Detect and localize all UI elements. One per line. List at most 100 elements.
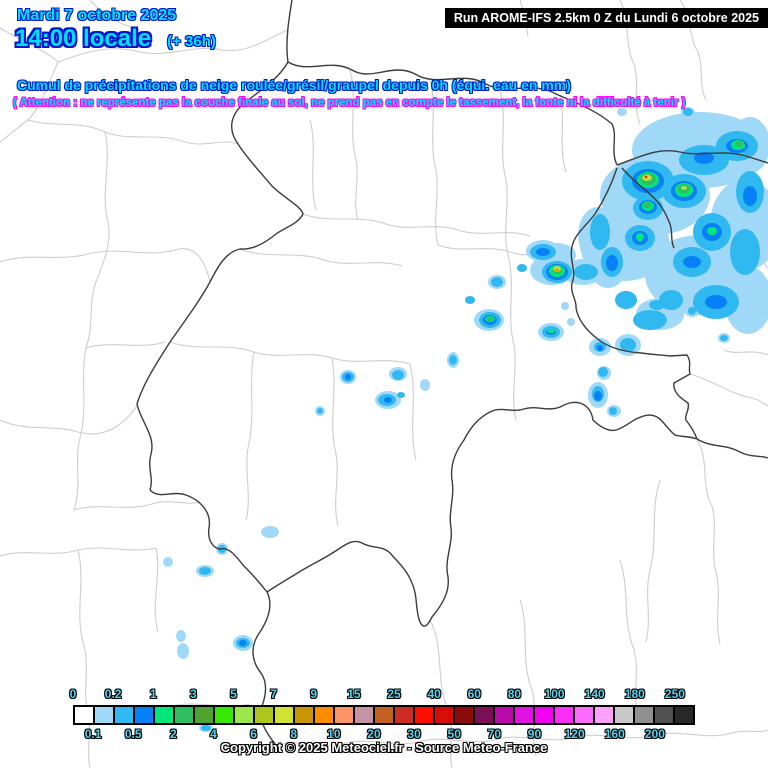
precip-blob-mint xyxy=(547,329,555,333)
precip-blob-cyan xyxy=(465,296,475,304)
precip-blob-pale xyxy=(163,557,173,567)
precip-blob-blue xyxy=(345,374,351,380)
precip-blob-cyan xyxy=(649,300,665,310)
precip-blob-cyan xyxy=(449,355,457,365)
legend-value-0: 0 xyxy=(69,687,77,701)
legend-cell-120 xyxy=(575,707,595,723)
legend-cell-8 xyxy=(295,707,315,723)
precip-blob-pale xyxy=(261,526,279,538)
precip-blob-cyan xyxy=(199,567,211,575)
legend-cell-25 xyxy=(395,707,415,723)
legend-cell-0.2 xyxy=(115,707,135,723)
legend-cell-0.5 xyxy=(135,707,155,723)
legend-value-250: 250 xyxy=(664,687,685,701)
legend-value-180: 180 xyxy=(624,687,645,701)
precip-blob-pale xyxy=(561,302,569,310)
legend-value-10: 10 xyxy=(327,727,341,741)
legend-cell-90 xyxy=(535,707,555,723)
legend-cell-1 xyxy=(155,707,175,723)
legend-value-0.2: 0.2 xyxy=(104,687,122,701)
legend-cell-100 xyxy=(555,707,575,723)
legend-cell-30 xyxy=(415,707,435,723)
precip-blob-blue xyxy=(694,152,714,164)
legend-value-20: 20 xyxy=(367,727,381,741)
model-run-info: Run AROME-IFS 2.5km 0 Z du Lundi 6 octob… xyxy=(444,8,768,28)
legend-value-2: 2 xyxy=(169,727,177,741)
precip-blob-cyan xyxy=(598,367,608,377)
legend-cell-10 xyxy=(335,707,355,723)
legend-cell-70 xyxy=(495,707,515,723)
precip-blob-green xyxy=(735,141,743,147)
precip-blob-pale xyxy=(617,108,627,116)
map-warning: ( Attention : ne représente pas la couch… xyxy=(13,97,686,109)
precip-blob-blue xyxy=(606,255,618,271)
legend-value-6: 6 xyxy=(250,727,257,741)
precip-blob-cyan xyxy=(397,392,405,398)
legend-cell-250 xyxy=(675,707,693,723)
legend-value-0.1: 0.1 xyxy=(84,727,102,741)
precip-blob-red xyxy=(645,176,647,178)
legend-value-4: 4 xyxy=(210,727,217,741)
legend-value-7: 7 xyxy=(270,687,277,701)
precip-blob-lgreen xyxy=(681,186,687,190)
legend-cell-3 xyxy=(195,707,215,723)
precip-blob-cyan xyxy=(517,264,527,272)
precip-blob-pale xyxy=(567,318,575,326)
legend-cell-180 xyxy=(635,707,655,723)
legend-cell-50 xyxy=(455,707,475,723)
legend-cell-160 xyxy=(615,707,635,723)
legend-value-80: 80 xyxy=(507,687,522,701)
precip-blob-cyan xyxy=(615,291,637,309)
precip-blob-cyan xyxy=(201,725,211,731)
legend-value-160: 160 xyxy=(604,727,625,741)
precip-blob-cyan xyxy=(633,310,667,330)
legend-cell-6 xyxy=(255,707,275,723)
precip-blob-cyan xyxy=(620,338,636,352)
legend-value-40: 40 xyxy=(427,687,441,701)
precip-blob-cyan xyxy=(317,408,323,414)
forecast-time-row: 14:00 locale (+ 36h) xyxy=(15,25,216,53)
precip-blob-blue xyxy=(594,391,602,401)
legend-value-50: 50 xyxy=(447,727,461,741)
legend-value-100: 100 xyxy=(544,687,565,701)
precip-blob-cyan xyxy=(574,264,598,280)
legend-value-3: 3 xyxy=(190,687,197,701)
legend-value-9: 9 xyxy=(310,687,318,701)
national-borders xyxy=(136,0,768,746)
legend-value-0.5: 0.5 xyxy=(124,727,142,741)
precip-blob-blue xyxy=(536,248,550,256)
legend-cell-60 xyxy=(475,707,495,723)
precip-blob-blue xyxy=(384,397,392,403)
forecast-date: Mardi 7 octobre 2025 xyxy=(17,7,177,24)
precipitation-layer xyxy=(163,107,768,732)
precip-blob-pale xyxy=(177,643,189,659)
precip-blob-cyan xyxy=(392,370,404,380)
precip-blob-cyan xyxy=(683,108,693,116)
legend-cell-40 xyxy=(435,707,455,723)
precip-blob-pale xyxy=(176,630,186,642)
legend-value-25: 25 xyxy=(387,687,401,701)
precip-blob-pale xyxy=(420,379,430,391)
legend-cell-7 xyxy=(275,707,295,723)
map-title: Cumul de précipitations de neige roulée/… xyxy=(17,77,571,93)
precip-blob-cyan xyxy=(491,277,503,287)
legend-cell-15 xyxy=(355,707,375,723)
precip-blob-orange xyxy=(555,268,559,272)
legend-value-1: 1 xyxy=(149,687,157,701)
precip-blob-mint xyxy=(707,227,717,235)
precip-blob-mint xyxy=(636,233,644,241)
legend-cell-80 xyxy=(515,707,535,723)
precip-blob-green xyxy=(643,202,651,208)
legend-cell-2 xyxy=(175,707,195,723)
legend-value-90: 90 xyxy=(527,727,542,741)
precip-blob-blue xyxy=(597,345,603,351)
precip-blob-green xyxy=(487,317,493,321)
legend-value-70: 70 xyxy=(487,727,502,741)
precip-blob-pale xyxy=(724,266,768,334)
precip-blob-cyan xyxy=(609,407,617,415)
legend-cell-0.1 xyxy=(95,707,115,723)
legend-value-5: 5 xyxy=(230,687,237,701)
